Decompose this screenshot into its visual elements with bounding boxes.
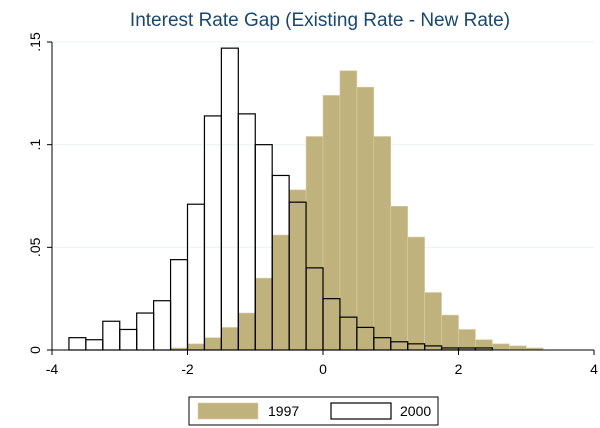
- bar-1997-23: [441, 314, 459, 351]
- bar-1997-11: [238, 312, 256, 351]
- bar-1997-14: [288, 189, 307, 351]
- bar-1997-20: [390, 205, 408, 351]
- bar-2000-3: [102, 320, 121, 351]
- bar-2000-6: [153, 300, 172, 351]
- legend-label-1997: 1997: [268, 403, 299, 419]
- series-1997-bars: [170, 70, 544, 351]
- series-2000-bars: [68, 47, 493, 351]
- bar-1997-13: [271, 234, 290, 351]
- bar-2000-5: [136, 312, 155, 351]
- bar-2000-10: [220, 47, 239, 351]
- x-tick-label-2: 0: [319, 361, 327, 377]
- bar-1997-22: [424, 292, 442, 351]
- bar-2000-7: [169, 259, 189, 351]
- y-tick-label-2: .1: [27, 139, 43, 151]
- bar-1997-12: [254, 277, 273, 351]
- legend: 1997 2000: [188, 396, 439, 426]
- bar-1997-27: [509, 345, 527, 351]
- x-tick-label-3: 2: [455, 361, 463, 377]
- legend-label-2000: 2000: [400, 403, 431, 419]
- y-tick-label-0: 0: [27, 346, 43, 354]
- bar-1997-10: [221, 327, 239, 351]
- bar-1997-21: [407, 236, 425, 351]
- x-tick-label-4: 4: [590, 361, 598, 377]
- bar-1997-24: [458, 329, 476, 351]
- bar-1997-16: [322, 95, 341, 351]
- y-tick-label-3: .15: [27, 32, 43, 52]
- bar-1997-18: [356, 86, 375, 351]
- bar-1997-17: [339, 70, 358, 351]
- bar-1997-8: [187, 343, 205, 351]
- bar-1997-9: [204, 337, 222, 351]
- bar-2000-8: [186, 203, 206, 351]
- x-tick-label-1: -2: [181, 361, 194, 377]
- bar-1997-19: [373, 136, 392, 351]
- bar-2000-4: [119, 328, 138, 351]
- chart-title: Interest Rate Gap (Existing Rate - New R…: [130, 10, 510, 31]
- bar-1997-15: [305, 136, 324, 351]
- bar-2000-1: [68, 337, 87, 351]
- legend-swatch-1997: [197, 402, 259, 420]
- legend-swatch-2000: [330, 402, 392, 420]
- bar-2000-9: [203, 115, 222, 351]
- y-tick-label-1: .05: [27, 237, 43, 257]
- bar-1997-26: [492, 343, 510, 351]
- bar-2000-2: [85, 339, 104, 351]
- axes: 0 .05 .1 .15 -4 -2 0 2 4: [27, 32, 598, 377]
- x-tick-label-0: -4: [46, 361, 59, 377]
